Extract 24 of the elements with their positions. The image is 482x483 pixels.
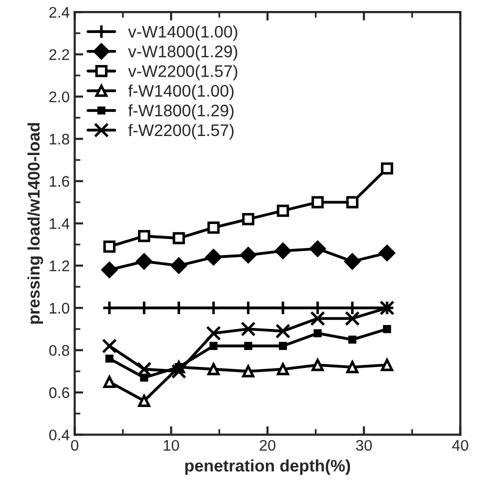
y-tick-label: 1.0 bbox=[50, 302, 70, 314]
x-tick-label: 30 bbox=[356, 440, 372, 451]
y-tick-label: 1.4 bbox=[50, 218, 70, 229]
y-tick-label: 0.6 bbox=[49, 387, 70, 398]
y-tick-label: 2.2 bbox=[49, 49, 70, 60]
x-tick-label: 20 bbox=[260, 440, 276, 451]
y-tick-label: 1.8 bbox=[50, 134, 70, 145]
y-tick-label: 0.4 bbox=[49, 430, 70, 440]
y-tick-label: 2.4 bbox=[49, 6, 70, 18]
y-tick-label: 0.8 bbox=[49, 345, 70, 356]
y-tick-label: 1.2 bbox=[50, 260, 70, 272]
x-tick-label: 40 bbox=[452, 440, 468, 451]
x-tick-label: 10 bbox=[164, 440, 180, 451]
x-axis-title: penetration depth(%) bbox=[185, 459, 350, 475]
y-tick-label: 1.6 bbox=[50, 176, 70, 187]
legend-label: v-W2200(1.57) bbox=[128, 64, 238, 80]
y-tick-label: 2.0 bbox=[49, 91, 70, 102]
x-tick-label: 0 bbox=[71, 440, 78, 451]
legend-label: v-W1400(1.00) bbox=[128, 25, 238, 41]
legend-label: f-W1400(1.00) bbox=[128, 84, 234, 100]
legend-label: f-W1800(1.29) bbox=[128, 104, 234, 120]
y-axis-title: pressing load/w1400-load bbox=[27, 123, 44, 324]
legend-label: v-W1800(1.29) bbox=[128, 45, 238, 61]
legend-label: f-W2200(1.57) bbox=[128, 124, 234, 140]
